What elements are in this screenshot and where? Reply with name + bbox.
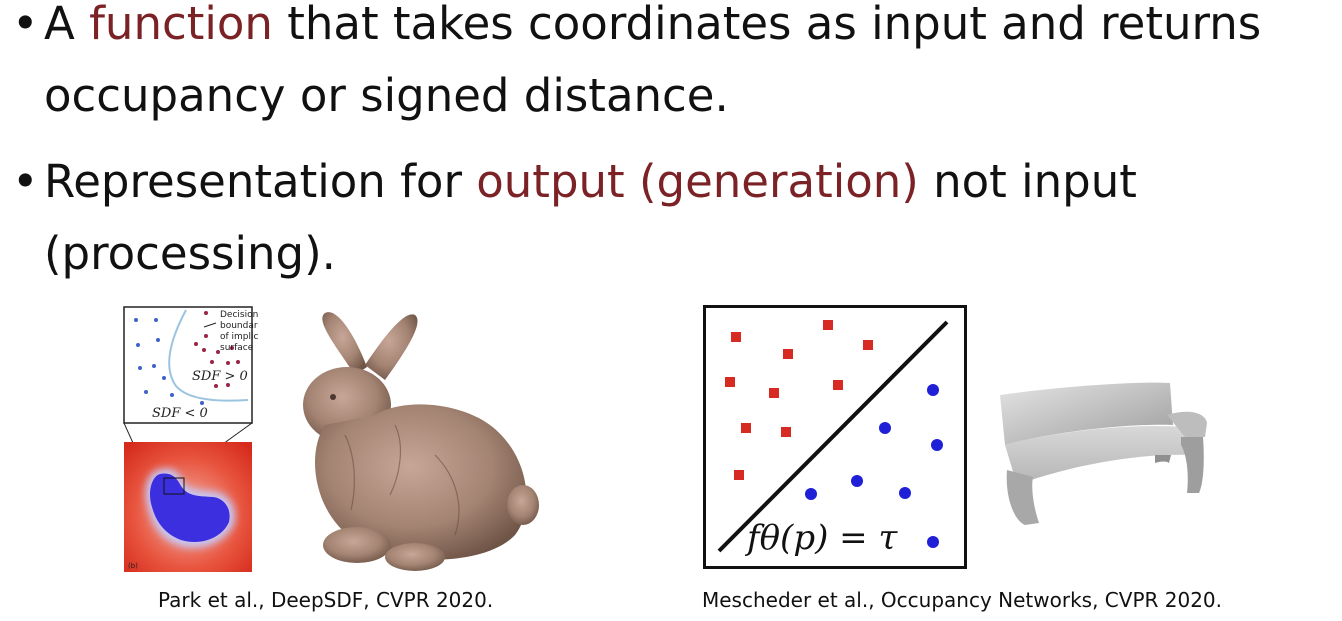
bullet-1-pre: A	[44, 0, 90, 50]
caption-deepsdf: Park et al., DeepSDF, CVPR 2020.	[158, 588, 494, 612]
bullet-2-post: not input	[918, 155, 1137, 208]
bullet-dot: •	[12, 0, 39, 50]
inset-label-2: boundary	[220, 321, 258, 331]
inset-box	[123, 306, 253, 424]
bullet-function: • A function that takes coordinates as i…	[12, 0, 1312, 132]
inset-labels: Decision boundary of implicit surface	[220, 310, 258, 353]
bullet-dot: •	[12, 155, 39, 208]
bullet-1-highlight: function	[89, 0, 273, 50]
inset-label-3: of implicit	[220, 332, 258, 342]
decision-line	[717, 320, 949, 553]
inset-label-1: Decision	[220, 310, 258, 320]
equation-label: fθ(p) = τ	[744, 518, 898, 558]
blue-circles	[805, 384, 943, 548]
bullet-2-highlight: output (generation)	[476, 155, 919, 208]
sdf-positive-label: SDF > 0	[192, 369, 248, 384]
bullet-2-line2: (processing).	[44, 227, 336, 280]
occupancy-figure: fθ(p) = τ	[703, 305, 967, 569]
bunny-render	[303, 312, 539, 571]
caption-occupancy: Mescheder et al., Occupancy Networks, CV…	[702, 588, 1223, 612]
red-squares	[725, 320, 873, 480]
bullet-list: • A function that takes coordinates as i…	[12, 0, 1312, 288]
panel-label: (b)	[128, 562, 138, 570]
sdf-negative-label: SDF < 0	[152, 406, 208, 421]
bench-render	[1000, 382, 1207, 525]
inset-blue-dots	[134, 318, 204, 405]
decision-boundary-curve	[168, 309, 249, 402]
deepsdf-figure: Decision boundary of implicit surface SD…	[123, 306, 258, 572]
bullet-2-pre: Representation for	[44, 155, 477, 208]
bullet-representation: • Representation for output (generation)…	[12, 146, 1312, 290]
bullet-1-line2: occupancy or signed distance.	[44, 69, 729, 122]
bullet-1-post: that takes coordinates as input and retu…	[272, 0, 1262, 50]
sdf-shape	[149, 473, 230, 542]
inset-label-4: surface	[220, 343, 254, 353]
inset-red-dots	[194, 311, 240, 388]
